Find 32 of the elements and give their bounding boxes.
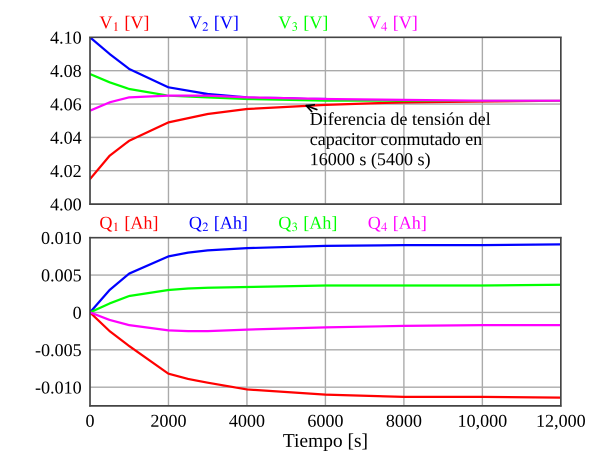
- x-tick-label: 0: [86, 414, 94, 427]
- y-tick-label: 0.010: [42, 232, 81, 244]
- y-tick-label: 0.005: [42, 269, 81, 282]
- y-tick-label: 4.04: [50, 132, 82, 144]
- x-tick-label: 2000: [151, 414, 186, 427]
- x-tick-label: 8000: [386, 414, 422, 427]
- text: V$_{3}$ [V]: [278, 16, 328, 31]
- y-tick-label: -0.005: [36, 344, 81, 356]
- text: V$_{1}$ [V]: [100, 16, 148, 31]
- y-tick-label: -0.010: [36, 381, 81, 394]
- y-tick-label: 4.02: [50, 165, 81, 178]
- text: Q$_{3}$ [Ah]: [279, 216, 336, 232]
- text: Q$_{4}$ [Ah]: [368, 216, 426, 232]
- line-series: [90, 94, 561, 112]
- x-tick-label: 12,000: [538, 414, 585, 430]
- x-tick-label: 10,000: [459, 414, 506, 430]
- series-label: Q$_{2}$ [Ah]: [190, 216, 247, 232]
- line-series: [90, 284, 561, 314]
- y-tick-label: 4.06: [50, 98, 82, 111]
- annotation: Diferencia de tensión del capacitor conmutado en 16000 s (5400 s): [310, 112, 490, 169]
- text: Q$_{1}$ [Ah]: [100, 216, 158, 232]
- line-series: [90, 311, 561, 332]
- y-tick-label: 0: [73, 306, 81, 319]
- text: V$_{2}$ [V]: [189, 16, 238, 31]
- line-series: [90, 311, 561, 399]
- y-tick-label: 4.08: [50, 64, 81, 78]
- y-tick-label: 4.00: [50, 198, 81, 211]
- text: V$_{4}$ [V]: [368, 16, 416, 31]
- x-axis-title: Tiempo [s]: [283, 433, 367, 452]
- x-tick-label: 6000: [308, 414, 343, 427]
- x-tick-label: 4000: [229, 414, 264, 427]
- y-tick-label: 4.10: [50, 32, 81, 44]
